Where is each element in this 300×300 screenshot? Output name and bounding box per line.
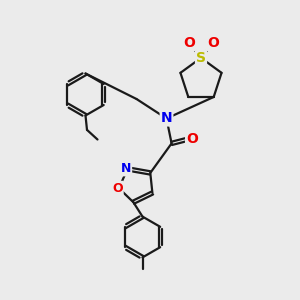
Text: O: O: [183, 36, 195, 50]
Text: O: O: [207, 36, 219, 50]
Text: S: S: [196, 51, 206, 65]
Text: N: N: [121, 162, 131, 176]
Text: N: N: [161, 112, 172, 125]
Text: O: O: [112, 182, 123, 195]
Text: O: O: [186, 132, 198, 146]
